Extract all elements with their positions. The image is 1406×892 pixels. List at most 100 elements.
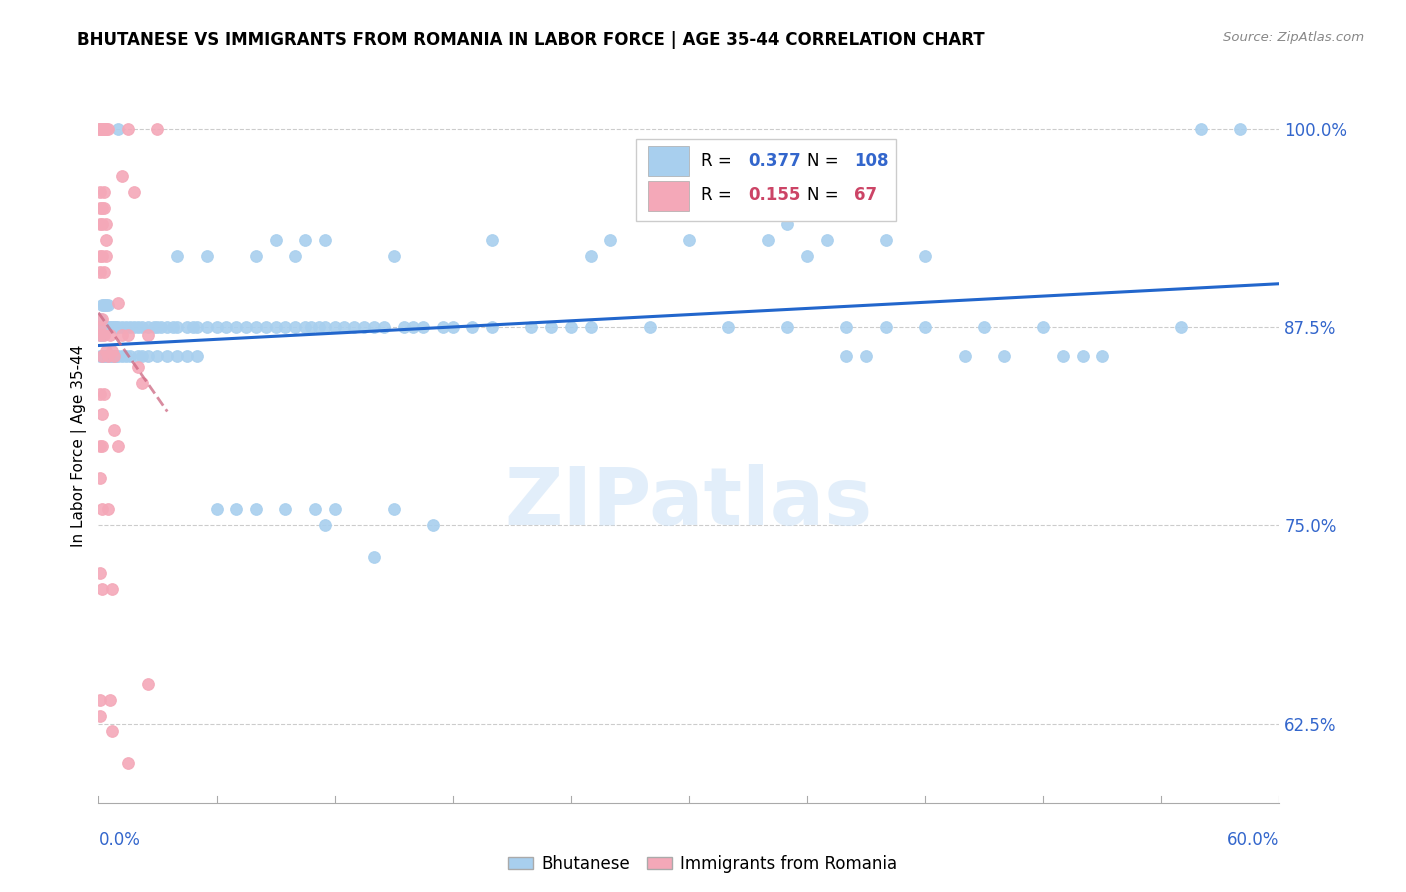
Point (111, 328, 134, 343)
Text: N =: N = (807, 186, 844, 203)
Point (89, 692, 111, 706)
Text: 0.155: 0.155 (748, 186, 800, 203)
Point (579, 249, 602, 263)
Point (101, 724, 124, 739)
Point (1189, 121, 1212, 136)
Point (412, 320, 434, 334)
Point (363, 549, 385, 564)
Point (382, 502, 405, 516)
Point (93, 121, 115, 136)
Point (115, 349, 138, 363)
Point (638, 320, 661, 334)
Point (97, 298, 120, 312)
Text: BHUTANESE VS IMMIGRANTS FROM ROMANIA IN LABOR FORCE | AGE 35-44 CORRELATION CHAR: BHUTANESE VS IMMIGRANTS FROM ROMANIA IN … (77, 31, 986, 49)
Point (1052, 349, 1074, 363)
Point (432, 320, 454, 334)
Point (91, 121, 114, 136)
Text: R =: R = (700, 186, 737, 203)
Point (481, 320, 503, 334)
Point (111, 169, 134, 184)
Y-axis label: In Labor Force | Age 35-44: In Labor Force | Age 35-44 (72, 345, 87, 547)
Text: 0.377: 0.377 (748, 152, 801, 169)
Point (953, 349, 976, 363)
Point (93, 320, 115, 334)
Point (91, 121, 114, 136)
Point (117, 756, 139, 771)
Point (98, 320, 121, 334)
Point (678, 233, 700, 247)
Point (115, 320, 138, 334)
Point (107, 349, 129, 363)
Point (89, 328, 111, 343)
Point (101, 343, 124, 358)
FancyBboxPatch shape (648, 146, 689, 177)
Point (1229, 121, 1251, 136)
Point (176, 349, 198, 363)
Point (96, 343, 118, 358)
Point (245, 502, 267, 516)
Text: R =: R = (700, 152, 737, 169)
Point (107, 320, 129, 334)
Point (93, 121, 115, 136)
Point (245, 320, 267, 334)
Point (875, 320, 897, 334)
Point (96, 217, 118, 231)
Point (323, 320, 346, 334)
Point (166, 349, 188, 363)
Point (103, 349, 125, 363)
Text: 0.0%: 0.0% (98, 831, 141, 849)
Point (136, 677, 159, 691)
Point (89, 217, 111, 231)
Point (91, 407, 114, 421)
Point (274, 320, 297, 334)
Point (796, 249, 818, 263)
Point (131, 376, 153, 390)
Point (146, 121, 169, 136)
Point (264, 233, 287, 247)
Point (314, 518, 336, 533)
Point (93, 298, 115, 312)
Point (118, 349, 141, 363)
Point (89, 249, 111, 263)
Point (89, 121, 111, 136)
Point (91, 320, 114, 334)
Point (91, 217, 114, 231)
Point (855, 349, 877, 363)
Point (136, 320, 159, 334)
Point (97, 349, 120, 363)
Point (294, 233, 316, 247)
Point (89, 264, 111, 278)
Point (91, 582, 114, 596)
Point (776, 320, 799, 334)
Point (131, 349, 153, 363)
Point (195, 249, 218, 263)
Point (136, 328, 159, 343)
Point (96, 249, 118, 263)
Point (875, 233, 897, 247)
Point (215, 320, 238, 334)
Point (93, 386, 115, 401)
Point (93, 349, 115, 363)
Legend: Bhutanese, Immigrants from Romania: Bhutanese, Immigrants from Romania (502, 848, 904, 880)
Point (176, 320, 198, 334)
Point (98, 349, 121, 363)
Point (284, 249, 307, 263)
FancyBboxPatch shape (648, 180, 689, 211)
Point (96, 298, 118, 312)
Point (284, 320, 307, 334)
Point (363, 320, 385, 334)
Point (97, 349, 120, 363)
Point (89, 386, 111, 401)
Point (96, 349, 118, 363)
Point (1091, 349, 1114, 363)
Point (91, 349, 114, 363)
Point (91, 312, 114, 326)
Point (89, 320, 111, 334)
Point (131, 320, 153, 334)
Point (122, 186, 145, 200)
Point (146, 320, 169, 334)
Point (993, 349, 1015, 363)
Point (91, 328, 114, 343)
Point (294, 320, 316, 334)
Point (96, 320, 118, 334)
